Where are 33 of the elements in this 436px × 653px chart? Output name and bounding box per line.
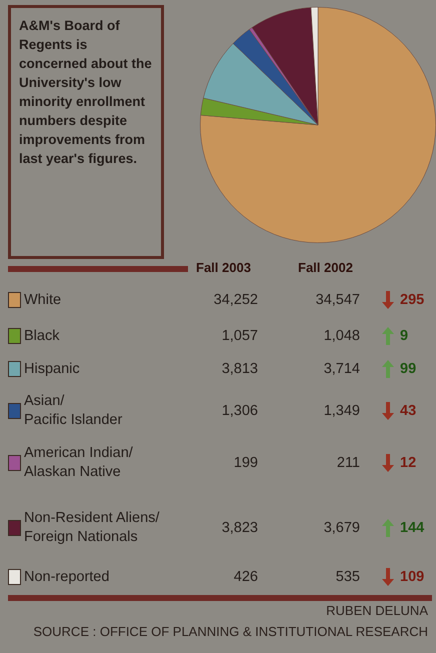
text: 535 xyxy=(336,569,360,585)
data-label: 3,823 xyxy=(220,520,258,536)
text: 1,048 xyxy=(324,328,360,344)
text: 1,349 xyxy=(324,403,360,419)
data-label: 34,252 xyxy=(212,292,258,308)
data-label: 1,306 xyxy=(220,403,258,419)
text: Fall 2002 xyxy=(298,260,353,275)
data-label: 426 xyxy=(232,569,258,585)
text: 295 xyxy=(400,292,424,308)
text: 211 xyxy=(336,455,360,471)
text: 43 xyxy=(400,403,416,419)
legend-label: Non-Resident Aliens/ Foreign Nationals xyxy=(24,509,160,547)
text: 109 xyxy=(400,569,424,585)
data-label: 3,813 xyxy=(220,361,258,377)
text: 144 xyxy=(400,520,424,536)
text: A&M's Board of Regents is concerned about the University's low minority enrollment numbers despite improvements from last year's figures. xyxy=(8,5,164,259)
data-label: 1,057 xyxy=(220,328,258,344)
text: RUBEN DELUNA xyxy=(325,603,428,618)
text: 12 xyxy=(400,455,416,471)
text: 9 xyxy=(400,328,408,344)
legend-label: Non-reported xyxy=(24,568,110,586)
text: 3,714 xyxy=(324,361,360,377)
legend-label: Hispanic xyxy=(24,360,81,378)
text: 3,679 xyxy=(324,520,360,536)
legend-label: Asian/ Pacific Islander xyxy=(24,392,124,430)
source-note: SOURCE : OFFICE OF PLANNING & INSTITUTIONAL RESEARCH xyxy=(32,624,428,639)
legend-label: White xyxy=(24,290,62,310)
data-label: 199 xyxy=(232,455,258,471)
legend-label: Black xyxy=(24,326,60,346)
legend-label: American Indian/ Alaskan Native xyxy=(24,444,134,482)
text: 99 xyxy=(400,361,416,377)
legend-title: Fall 2003 xyxy=(196,260,251,275)
text: 34,547 xyxy=(316,292,360,308)
